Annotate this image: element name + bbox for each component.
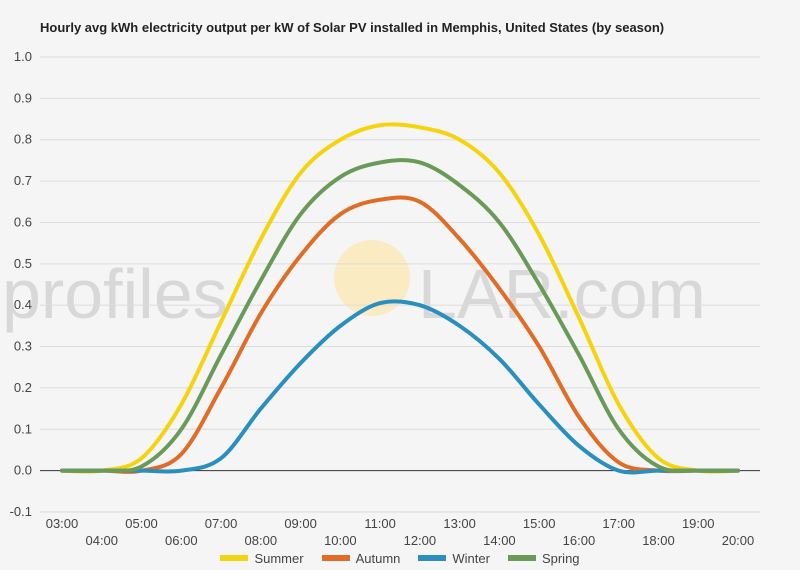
legend-label: Winter: [452, 550, 490, 566]
x-tick-label: 06:00: [165, 533, 198, 548]
legend-item-autumn[interactable]: Autumn: [321, 549, 401, 567]
legend-swatch: [220, 555, 249, 561]
x-tick-label: 07:00: [205, 516, 238, 531]
x-tick-label: 13:00: [443, 516, 476, 531]
x-tick-label: 08:00: [245, 533, 278, 548]
legend-item-winter[interactable]: Winter: [418, 549, 490, 567]
y-tick-label: 0.9: [14, 90, 32, 105]
chart-title: Hourly avg kWh electricity output per kW…: [40, 20, 665, 35]
watermark-text-left: profiles: [2, 255, 228, 333]
x-tick-label: 19:00: [682, 516, 715, 531]
series-lines: [60, 122, 740, 475]
y-tick-label: 0.4: [14, 297, 32, 312]
x-tick-label: 17:00: [602, 516, 635, 531]
y-axis: -0.1 0.0 0.1 0.2 0.3 0.4 0.5 0.6 0.7 0.8 0.9 1.0: [10, 49, 32, 519]
legend-label: Autumn: [355, 550, 401, 566]
x-tick-label: 05:00: [125, 516, 158, 531]
legend-swatch: [507, 555, 536, 561]
x-tick-label: 14:00: [483, 533, 516, 548]
watermark-sun-icon: [334, 240, 410, 316]
x-tick-label: 15:00: [523, 516, 556, 531]
series-line-spring: [60, 158, 740, 473]
series-line-winter: [60, 299, 740, 475]
y-tick-label: 0.3: [14, 339, 32, 354]
watermark-text-right: LAR.com: [418, 255, 706, 333]
y-tick-label: 0.7: [14, 173, 32, 188]
x-tick-label: 20:00: [722, 533, 755, 548]
x-tick-label: 18:00: [642, 533, 675, 548]
y-tick-label: 1.0: [14, 49, 32, 64]
legend-label: Spring: [541, 550, 580, 566]
legend-swatch: [418, 555, 447, 561]
legend-item-summer[interactable]: Summer: [220, 549, 304, 567]
x-tick-label: 12:00: [404, 533, 437, 548]
y-tick-label: 0.6: [14, 214, 32, 229]
legend-swatch: [321, 555, 350, 561]
x-tick-label: 03:00: [46, 516, 79, 531]
series-line-autumn: [60, 195, 740, 474]
legend-item-spring[interactable]: Spring: [507, 549, 580, 567]
x-axis: 03:00 04:00 05:00 06:00 07:00 08:00 09:00 10:00…: [46, 516, 755, 548]
x-tick-label: 10:00: [324, 533, 357, 548]
x-tick-label: 16:00: [563, 533, 596, 548]
y-tick-label: 0.2: [14, 380, 32, 395]
x-tick-label: 09:00: [284, 516, 317, 531]
x-tick-label: 04:00: [85, 533, 118, 548]
y-tick-label: 0.5: [14, 256, 32, 271]
x-tick-label: 11:00: [364, 516, 396, 531]
legend-label: Summer: [254, 550, 304, 566]
y-tick-label: -0.1: [10, 504, 32, 519]
y-tick-label: 0.0: [14, 463, 32, 478]
y-tick-label: 0.8: [14, 132, 32, 147]
legend: Summer Autumn Winter Spring: [0, 549, 800, 567]
y-tick-label: 0.1: [14, 421, 32, 436]
series-line-summer: [60, 122, 740, 474]
